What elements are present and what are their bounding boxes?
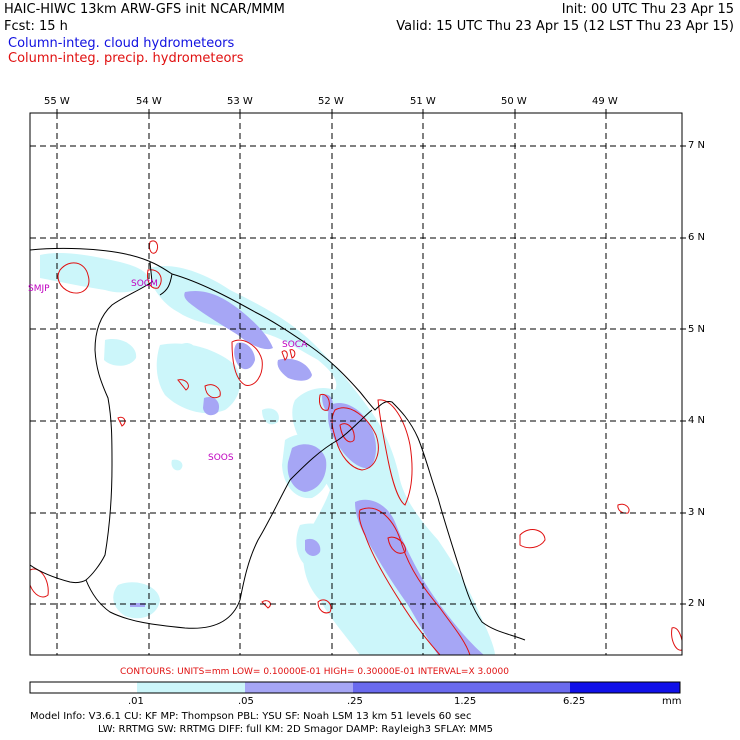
- model-title: HAIC-HIWC 13km ARW-GFS init NCAR/MMM: [4, 2, 285, 17]
- lat-label: 2 N: [688, 598, 706, 609]
- colorbar-bin: [245, 682, 353, 693]
- colorbar-bin: [30, 682, 137, 693]
- lat-ticks: [682, 145, 686, 605]
- field-precip-label: Column-integ. precip. hydrometeors: [8, 51, 244, 66]
- lon-label: 49 W: [592, 96, 618, 107]
- lat-label: 4 N: [688, 415, 706, 426]
- lon-label: 50 W: [501, 96, 527, 107]
- station-label: SOCA: [282, 340, 308, 350]
- colorbar-bin: [570, 682, 680, 693]
- colorbar-label: 6.25: [563, 696, 586, 707]
- forecast-hour: Fcst: 15 h: [4, 19, 68, 34]
- colorbar-label: 1.25: [454, 696, 477, 707]
- init-time: Init: 00 UTC Thu 23 Apr 15: [561, 2, 734, 17]
- contour-info: CONTOURS: UNITS=mm LOW= 0.10000E-01 HIGH…: [120, 667, 509, 677]
- valid-time: Valid: 15 UTC Thu 23 Apr 15 (12 LST Thu …: [396, 19, 734, 34]
- lat-label: 7 N: [688, 140, 706, 151]
- station-label: SMJP: [28, 284, 50, 294]
- lon-label: 53 W: [227, 96, 253, 107]
- coastline: [30, 247, 526, 641]
- cloud-shading-medium: [130, 290, 484, 655]
- lat-lon-grid: [30, 113, 682, 655]
- station-label: SOCM: [131, 279, 158, 289]
- lat-label: 3 N: [688, 507, 706, 518]
- colorbar-bin: [137, 682, 245, 693]
- colorbar-label: .01: [128, 696, 144, 707]
- lon-label: 52 W: [318, 96, 344, 107]
- lat-label: 6 N: [688, 232, 706, 243]
- colorbar-label: .05: [238, 696, 254, 707]
- lon-label: 54 W: [136, 96, 162, 107]
- model-info-2: LW: RRTMG SW: RRTMG DIFF: full KM: 2D Sm…: [98, 724, 494, 735]
- precip-contours: [30, 240, 682, 655]
- lon-label: 51 W: [410, 96, 436, 107]
- model-info: Model Info: V3.6.1 CU: KF MP: Thompson P…: [30, 711, 472, 722]
- field-cloud-label: Column-integ. cloud hydrometeors: [8, 36, 235, 51]
- lat-label: 5 N: [688, 324, 706, 335]
- colorbar-label: .25: [347, 696, 363, 707]
- lon-ticks: [56, 109, 607, 113]
- map-frame: [29, 112, 683, 656]
- lon-label: 55 W: [44, 96, 70, 107]
- colorbar-units: mm: [662, 696, 682, 707]
- colorbar-frame: [29, 681, 681, 694]
- colorbar-bin: [353, 682, 570, 693]
- station-label: SOOS: [208, 453, 234, 463]
